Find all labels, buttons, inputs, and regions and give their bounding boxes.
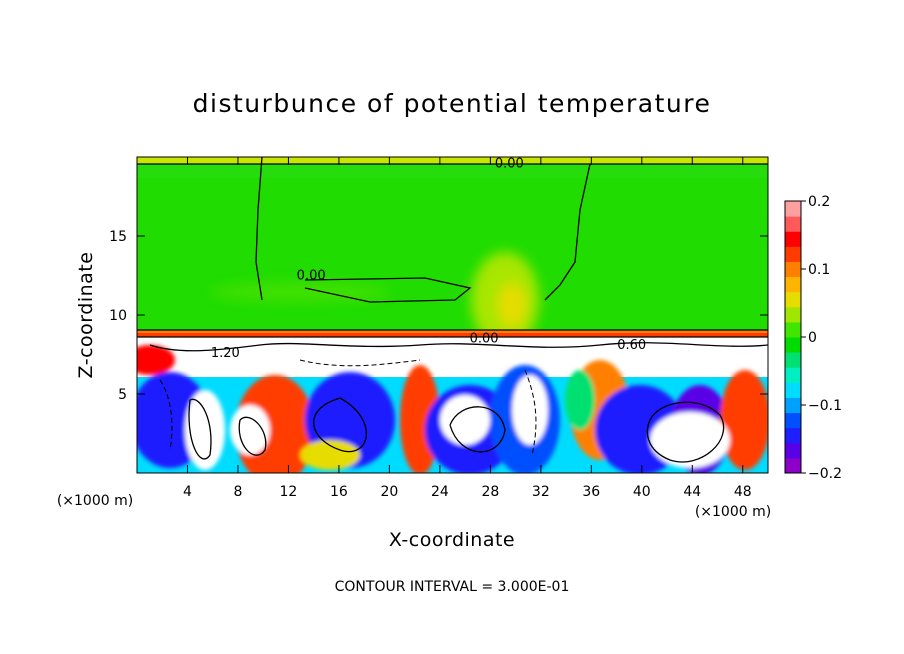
x-tick-label: 4 (183, 484, 192, 500)
x-tick-label: 44 (683, 484, 701, 500)
contour-label: 0.00 (470, 332, 499, 347)
colorbar-swatch (785, 216, 801, 232)
colorbar-swatch (785, 276, 801, 293)
colorbar-swatch (785, 337, 801, 353)
colorbar-swatch (785, 246, 801, 262)
chart-title: disturbunce of potential temperature (193, 89, 712, 118)
y-axis-label: Z-coordinate (75, 252, 97, 379)
colorbar-tick-label: −0.1 (808, 398, 842, 414)
y-tick-label: 15 (109, 229, 127, 245)
colorbar-swatch (785, 397, 801, 414)
contour-label: 0.00 (495, 156, 524, 171)
contour-label: 0.00 (297, 269, 326, 284)
x-unit-left: (×1000 m) (57, 493, 133, 509)
colorbar-swatch (785, 306, 801, 323)
x-tick-label: 28 (481, 484, 499, 500)
colorbar-swatch (785, 321, 801, 338)
x-tick-label: 36 (582, 484, 600, 500)
x-tick-label: 48 (734, 484, 752, 500)
x-tick-label: 8 (233, 484, 242, 500)
x-tick-label: 12 (280, 484, 298, 500)
x-tick-label: 40 (633, 484, 651, 500)
colorbar-swatch (785, 367, 801, 383)
y-tick-label: 10 (109, 308, 127, 324)
y-tick-label: 5 (118, 387, 127, 403)
colorbar-swatch (785, 457, 801, 474)
colorbar-tick-label: 0.2 (808, 194, 830, 210)
colorbar-swatch (785, 352, 801, 368)
x-tick-label: 16 (330, 484, 348, 500)
x-axis: 4 8 12 16 20 24 28 32 36 40 44 48 (183, 157, 752, 500)
contour-labels: 0.00 0.00 0.00 0.60 1.20 (211, 156, 646, 361)
contour-label: 1.20 (211, 346, 240, 361)
colorbar-swatch (785, 231, 801, 247)
colorbar-swatch (785, 427, 801, 444)
x-tick-label: 20 (380, 484, 398, 500)
x-axis-label: X-coordinate (389, 529, 515, 551)
colorbar-tick-label: 0 (808, 330, 817, 346)
colorbar-swatch (785, 201, 801, 217)
x-tick-label: 24 (431, 484, 449, 500)
x-tick-label: 32 (532, 484, 550, 500)
y-axis: 5 10 15 (109, 229, 768, 403)
colorbar-swatch (785, 412, 801, 429)
colorbar-tick-label: 0.1 (808, 262, 830, 278)
contour-label: 0.60 (617, 338, 646, 353)
colorbar-tick-label: −0.2 (808, 466, 842, 482)
heatmap-field (137, 157, 768, 473)
contour-interval-note: CONTOUR INTERVAL = 3.000E-01 (335, 579, 570, 595)
colorbar-swatch (785, 261, 801, 278)
colorbar-swatch (785, 291, 801, 308)
colorbar: 0.2 0.1 0 −0.1 −0.2 (784, 194, 842, 482)
x-unit-right: (×1000 m) (695, 504, 771, 520)
colorbar-swatch (785, 382, 801, 398)
colorbar-swatch (785, 442, 801, 459)
